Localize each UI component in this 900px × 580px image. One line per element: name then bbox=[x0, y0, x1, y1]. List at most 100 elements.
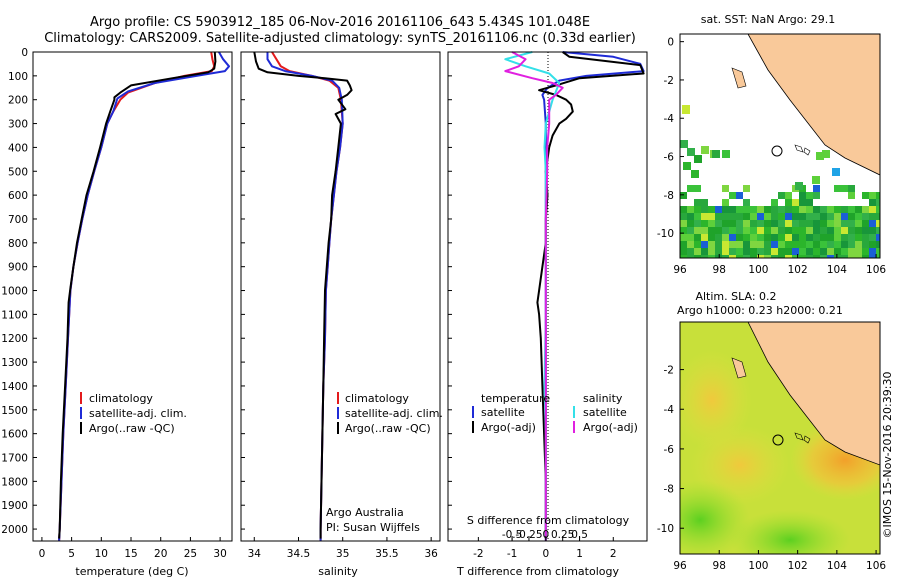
x-tick-label: -1 bbox=[507, 548, 517, 560]
sst-pixel bbox=[834, 241, 841, 248]
sst-pixel bbox=[687, 241, 694, 248]
sst-pixel bbox=[764, 248, 771, 255]
sst-pixel bbox=[778, 241, 785, 248]
sst-pixel bbox=[764, 213, 771, 220]
sst-pixel bbox=[841, 185, 848, 192]
credit-line1: Argo Australia bbox=[326, 506, 404, 519]
sst-pixel bbox=[757, 241, 764, 248]
sst-pixel bbox=[743, 185, 750, 192]
x-tick-label: 20 bbox=[154, 548, 167, 560]
sst-pixel bbox=[792, 206, 799, 213]
sst-pixel bbox=[722, 150, 730, 158]
sst-pixel bbox=[729, 234, 736, 241]
sst-pixel bbox=[813, 255, 820, 258]
sst-pixel bbox=[694, 255, 701, 258]
sst-pixel bbox=[799, 248, 806, 255]
lat-tick-label: -4 bbox=[664, 113, 675, 125]
sst-pixel bbox=[757, 234, 764, 241]
sst-pixel bbox=[715, 248, 722, 255]
island-sst bbox=[731, 67, 747, 89]
sst-pixel bbox=[785, 234, 792, 241]
lat-tick-label: -6 bbox=[664, 152, 675, 164]
sst-pixel bbox=[722, 213, 729, 220]
sst-pixel bbox=[729, 213, 736, 220]
sst-pixel bbox=[869, 213, 876, 220]
x-tick-label: 34 bbox=[248, 548, 262, 560]
sst-pixel bbox=[750, 220, 757, 227]
sst-pixel bbox=[822, 150, 830, 158]
lon-tick-label: 98 bbox=[713, 560, 726, 572]
sst-pixel bbox=[736, 220, 743, 227]
sst-pixel bbox=[778, 248, 785, 255]
sst-pixel bbox=[757, 220, 764, 227]
sst-pixel bbox=[876, 248, 880, 255]
sst-pixel bbox=[876, 192, 880, 199]
sst-pixel bbox=[876, 220, 880, 227]
x-tick-label: 10 bbox=[95, 548, 108, 560]
sst-pixel bbox=[750, 255, 757, 258]
sst-pixel bbox=[680, 213, 687, 220]
sst-pixel bbox=[806, 248, 813, 255]
difference-series-3 bbox=[504, 51, 564, 541]
sst-pixel bbox=[764, 234, 771, 241]
sst-pixel bbox=[771, 234, 778, 241]
sst-pixel bbox=[701, 213, 708, 220]
sst-pixel bbox=[701, 255, 708, 258]
sst-pixel bbox=[729, 255, 736, 258]
sst-pixel bbox=[862, 213, 869, 220]
sst-pixel bbox=[862, 220, 869, 227]
temperature-frame bbox=[32, 51, 233, 542]
salinity-legend: climatology satellite-adj. clim. Argo(..… bbox=[337, 392, 443, 435]
sst-pixel bbox=[771, 220, 778, 227]
credit-line2: PI: Susan Wijffels bbox=[326, 521, 420, 534]
sst-pixel bbox=[771, 206, 778, 213]
sst-pixel bbox=[827, 234, 834, 241]
lon-tick-label: 104 bbox=[827, 264, 847, 276]
sst-pixel bbox=[757, 255, 764, 258]
lon-tick-label: 104 bbox=[827, 560, 847, 572]
sst-pixel bbox=[816, 152, 824, 160]
sst-pixel bbox=[715, 206, 722, 213]
sst-pixel bbox=[799, 255, 806, 258]
sst-pixel bbox=[792, 255, 799, 258]
sst-map-title: sat. SST: NaN Argo: 29.1 bbox=[701, 13, 835, 26]
sst-pixel bbox=[827, 241, 834, 248]
sst-pixel bbox=[680, 241, 687, 248]
sst-pixel bbox=[869, 220, 876, 227]
depth-tick-label: 1000 bbox=[1, 286, 28, 298]
sumatra-land-sla bbox=[747, 322, 880, 466]
sst-pixel bbox=[785, 192, 792, 199]
sst-pixel bbox=[750, 206, 757, 213]
depth-tick-label: 200 bbox=[8, 95, 28, 107]
sst-pixel bbox=[708, 220, 715, 227]
sst-pixel bbox=[764, 227, 771, 234]
sst-pixel bbox=[820, 241, 827, 248]
sst-pixel bbox=[848, 248, 855, 255]
sst-pixel bbox=[687, 234, 694, 241]
x-tick-label: 15 bbox=[124, 548, 137, 560]
sst-pixel bbox=[785, 206, 792, 213]
sst-pixel bbox=[729, 220, 736, 227]
depth-tick-label: 1600 bbox=[1, 429, 28, 441]
sst-pixel bbox=[799, 227, 806, 234]
sst-pixel bbox=[876, 241, 880, 248]
sst-pixel bbox=[694, 220, 701, 227]
legend-t-satellite: satellite bbox=[481, 406, 525, 419]
lon-tick-label: 102 bbox=[788, 560, 808, 572]
sst-pixel bbox=[799, 206, 806, 213]
legend-argo: Argo(..raw -QC) bbox=[89, 422, 175, 435]
x-tick-label: 5 bbox=[68, 548, 75, 560]
sst-pixel bbox=[813, 213, 820, 220]
x-tick-label: 34.5 bbox=[287, 548, 310, 560]
sst-pixel bbox=[680, 220, 687, 227]
sst-pixel bbox=[757, 227, 764, 234]
sst-pixel bbox=[799, 213, 806, 220]
x-tick-label: 1 bbox=[576, 548, 583, 560]
sst-pixel bbox=[813, 192, 820, 199]
sst-pixel bbox=[680, 192, 687, 199]
sst-pixel bbox=[834, 220, 841, 227]
legend-s-satellite: satellite bbox=[583, 406, 627, 419]
difference-frame bbox=[447, 51, 648, 542]
sst-pixel bbox=[778, 192, 785, 199]
